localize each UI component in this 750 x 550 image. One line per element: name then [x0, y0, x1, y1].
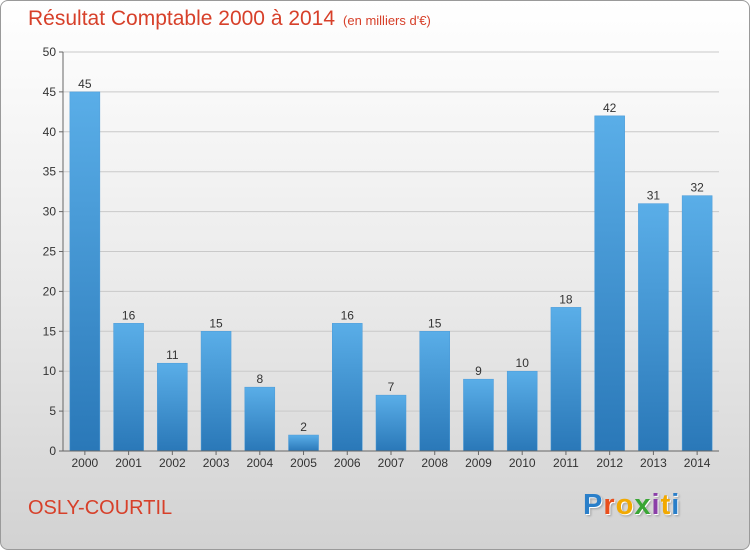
chart-title: Résultat Comptable 2000 à 2014 (en millie…: [28, 7, 431, 30]
x-tick-label: 2002: [159, 456, 186, 470]
data-label-2000: 45: [78, 77, 92, 91]
data-label-2009: 9: [475, 364, 482, 378]
y-tick-label: 15: [43, 324, 57, 338]
axes: [62, 52, 719, 452]
bar-2005: [288, 434, 319, 452]
data-label-2014: 32: [690, 181, 704, 195]
x-tick-label: 2012: [596, 456, 623, 470]
x-tick-label: 2008: [421, 456, 448, 470]
data-label-2008: 15: [428, 316, 442, 330]
x-tick-label: 2010: [509, 456, 536, 470]
x-tick-label: 2004: [246, 456, 273, 470]
data-label-2012: 42: [603, 101, 617, 115]
y-tick-label: 25: [43, 245, 57, 259]
x-tick-label: 2009: [465, 456, 492, 470]
x-tick-label: 2014: [684, 456, 711, 470]
bar-2013: [638, 203, 669, 452]
x-tick-label: 2005: [290, 456, 317, 470]
data-label-2003: 15: [209, 316, 223, 330]
bar-2004: [244, 386, 276, 452]
city-name: OSLY-COURTIL: [28, 497, 173, 519]
x-tick-label: 2011: [553, 456, 579, 470]
y-tick-label: 35: [43, 165, 57, 179]
y-tick-label: 5: [49, 404, 56, 418]
y-axis-ticks: 0 5 10 15 20 25 30 35 40 45 50: [43, 45, 63, 458]
bar-2012: [594, 115, 625, 452]
data-label-2005: 2: [300, 420, 307, 434]
data-label-2006: 16: [341, 308, 355, 322]
chart-subtitle: (en milliers d'€): [343, 13, 431, 28]
bar-2009: [463, 378, 494, 452]
bar-2014: [681, 195, 713, 452]
y-tick-label: 40: [43, 125, 57, 139]
bar-2003: [200, 331, 232, 452]
bar-2010: [506, 370, 538, 452]
data-label-2011: 18: [559, 292, 573, 306]
bar-2006: [332, 323, 363, 452]
bar-2008: [419, 331, 450, 452]
data-label-2004: 8: [256, 372, 263, 386]
y-tick-label: 0: [49, 444, 56, 458]
x-tick-label: 2013: [640, 456, 667, 470]
proxiti-logo: Proxiti: [583, 489, 681, 521]
data-label-2007: 7: [388, 380, 395, 394]
bar-2000: [69, 91, 101, 452]
data-label-2002: 11: [166, 348, 179, 362]
x-tick-label: 2007: [378, 456, 405, 470]
y-tick-label: 20: [43, 284, 57, 298]
y-tick-label: 50: [43, 45, 57, 59]
x-tick-label: 2000: [72, 456, 99, 470]
data-label-2001: 16: [122, 308, 136, 322]
y-tick-label: 45: [43, 85, 57, 99]
x-tick-label: 2001: [115, 456, 142, 470]
x-tick-label: 2006: [334, 456, 361, 470]
data-label-2010: 10: [516, 356, 530, 370]
data-labels: 45 16 11 15 8 2 16 7 15 9 10 18 42 31 32: [78, 77, 704, 434]
x-tick-label: 2003: [203, 456, 230, 470]
x-axis-ticks: 2000 2001 2002 2003 2004 2005 2006 2007 2008 2009…: [72, 451, 711, 470]
bar-2002: [157, 362, 188, 452]
y-tick-label: 30: [43, 205, 57, 219]
data-label-2013: 31: [647, 189, 661, 203]
bar-2001: [113, 323, 144, 452]
y-tick-label: 10: [43, 364, 57, 378]
bar-2011: [550, 307, 582, 452]
bar-2007: [375, 394, 407, 452]
bars: [69, 91, 713, 452]
